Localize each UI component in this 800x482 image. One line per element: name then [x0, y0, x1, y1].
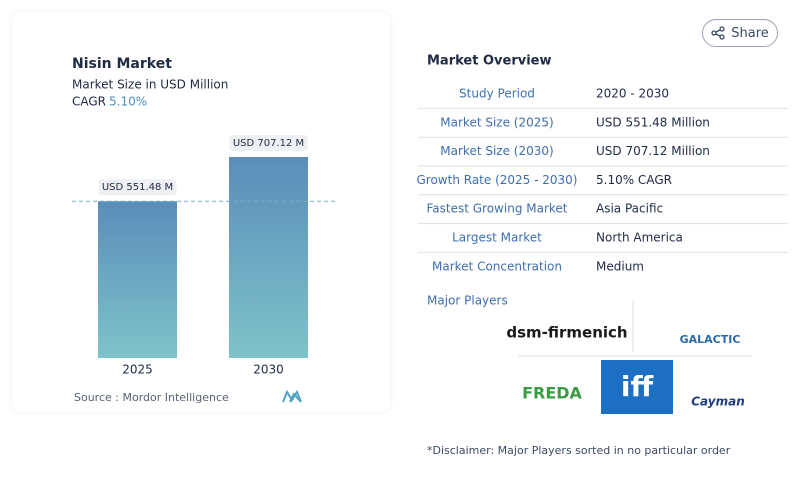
player-logo: Cayman	[691, 395, 745, 409]
share-button[interactable]: Share	[702, 19, 778, 47]
overview-value: 2020 - 2030	[596, 87, 669, 101]
overview-label: Market Size (2025)	[440, 115, 553, 129]
overview-label: Fastest Growing Market	[426, 202, 567, 216]
player-logo: FREDA	[522, 384, 582, 403]
overview-title: Market Overview	[427, 54, 551, 69]
overview-value: 5.10% CAGR	[596, 173, 672, 187]
disclaimer: *Disclaimer: Major Players sorted in no …	[427, 444, 731, 457]
overview-label: Market Concentration	[432, 259, 562, 273]
overview-value: Asia Pacific	[596, 202, 663, 216]
overview-value: Medium	[596, 259, 644, 273]
iff-logo-box	[601, 360, 673, 414]
player-logo: GALACTIC	[680, 333, 741, 346]
share-label[interactable]: Share	[731, 25, 769, 41]
player-logo: iff	[621, 370, 654, 403]
overview-value: North America	[596, 231, 683, 245]
share-icon	[711, 26, 725, 40]
overview-label: Growth Rate (2025 - 2030)	[417, 173, 578, 187]
overview-value: USD 707.12 Million	[596, 144, 710, 158]
overview-value: USD 551.48 Million	[596, 115, 710, 129]
player-logo: dsm-firmenich	[506, 324, 627, 342]
overview-label: Largest Market	[452, 231, 542, 245]
overview-label: Study Period	[459, 87, 535, 101]
overview-label: Market Size (2030)	[440, 144, 553, 158]
players-title: Major Players	[427, 294, 508, 308]
chart-card	[12, 12, 390, 412]
